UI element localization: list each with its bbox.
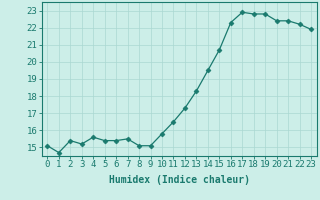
X-axis label: Humidex (Indice chaleur): Humidex (Indice chaleur) xyxy=(109,175,250,185)
